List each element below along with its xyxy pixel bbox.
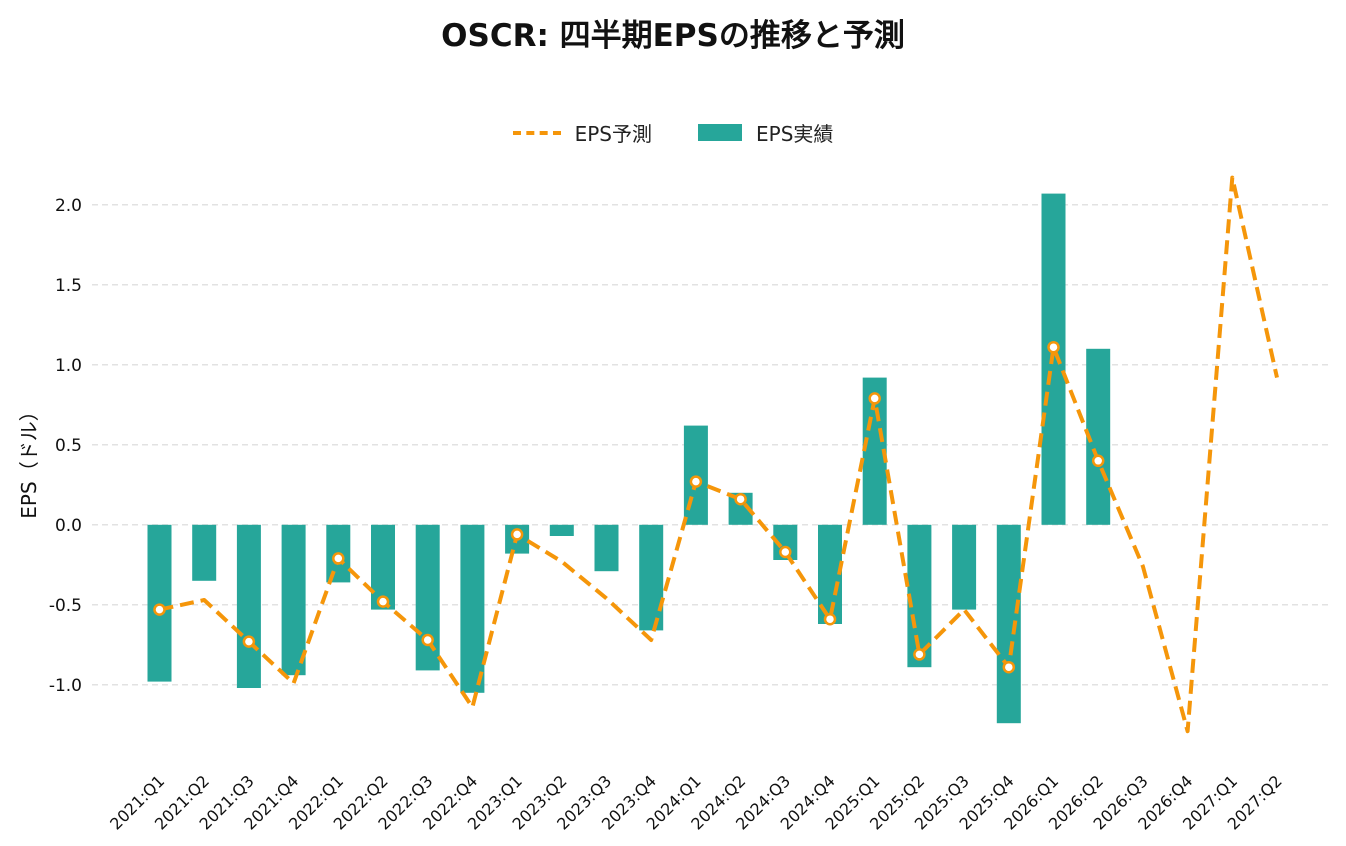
legend-item-forecast: EPS予測	[512, 118, 652, 147]
bar-eps-actual	[236, 524, 261, 688]
point-eps-forecast	[1047, 340, 1060, 354]
point-eps-forecast	[421, 633, 434, 647]
bar-eps-actual	[594, 524, 619, 572]
y-tick-label: -1.0	[49, 676, 82, 696]
bar-eps-actual	[415, 524, 440, 671]
bar-eps-actual	[639, 524, 664, 631]
y-tick-label: 1.0	[55, 356, 82, 376]
legend-forecast-label: EPS予測	[574, 122, 652, 146]
point-eps-forecast	[868, 392, 881, 405]
point-eps-forecast	[242, 635, 256, 648]
y-tick-label: 1.5	[55, 276, 82, 296]
bar-eps-actual	[147, 524, 172, 682]
bar-eps-actual	[996, 524, 1021, 724]
legend-forecast-swatch	[512, 130, 561, 135]
point-eps-forecast	[1002, 660, 1016, 674]
y-tick-label: -0.5	[49, 596, 82, 616]
legend-actual-swatch	[698, 124, 742, 141]
bar-eps-actual	[192, 524, 217, 581]
point-eps-forecast	[734, 492, 747, 506]
bar-eps-actual	[549, 524, 574, 536]
point-eps-forecast	[332, 552, 345, 565]
bar-eps-actual	[281, 524, 306, 676]
point-eps-forecast	[510, 528, 524, 541]
y-tick-label: 2.0	[55, 196, 82, 216]
point-eps-forecast	[1091, 454, 1105, 468]
y-tick-label: 0.5	[55, 436, 82, 456]
y-axis-label: EPS（ドル）	[17, 401, 41, 518]
chart-title: OSCR: 四半期EPSの推移と予測	[441, 18, 905, 54]
y-tick-label: 0.0	[55, 516, 82, 536]
bar-eps-actual	[952, 524, 977, 610]
point-eps-forecast	[689, 475, 703, 488]
point-eps-forecast	[153, 603, 166, 616]
legend: EPS予測 EPS実績	[0, 118, 1346, 147]
point-eps-forecast	[376, 595, 390, 608]
legend-actual-label: EPS実績	[756, 122, 834, 146]
point-eps-forecast	[823, 612, 837, 626]
point-eps-forecast	[779, 545, 792, 559]
bar-eps-actual	[460, 524, 485, 693]
point-eps-forecast	[913, 648, 926, 661]
line-eps-forecast	[159, 175, 1279, 734]
legend-item-actual: EPS実績	[698, 118, 833, 147]
